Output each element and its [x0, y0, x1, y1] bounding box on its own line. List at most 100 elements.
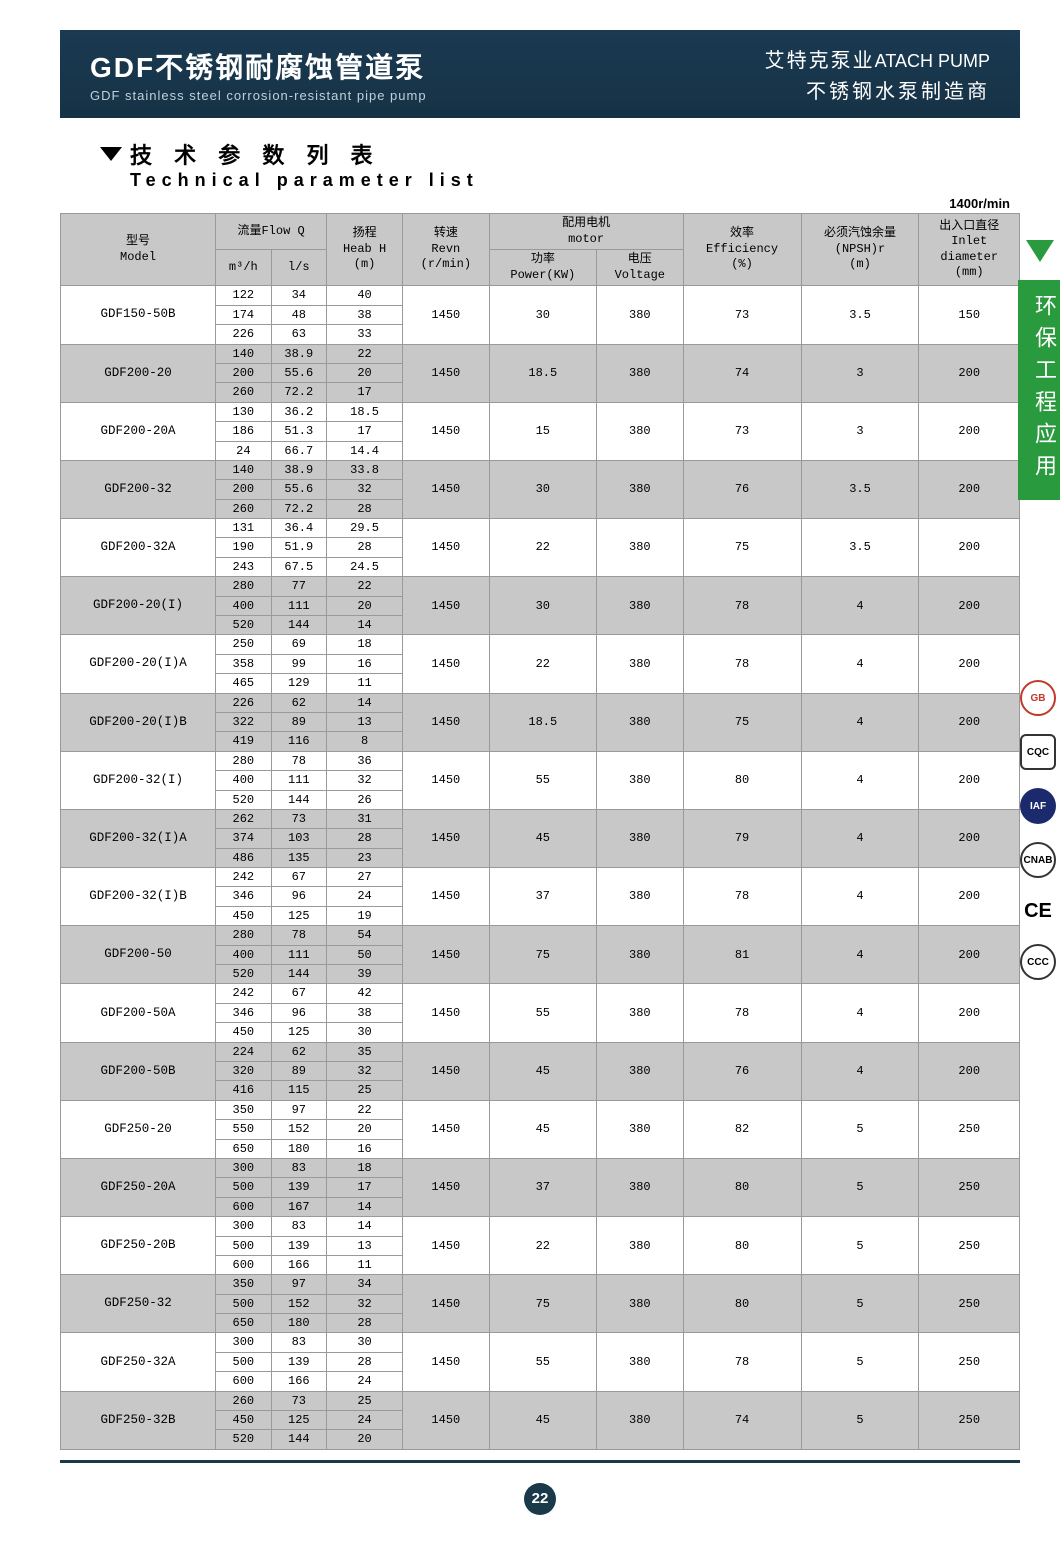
cell-npsh: 3 — [801, 402, 919, 460]
cell-ls: 97 — [271, 1275, 326, 1294]
cell-power: 45 — [489, 809, 596, 867]
cell-voltage: 380 — [597, 1333, 684, 1391]
cell-eff: 78 — [683, 1333, 801, 1391]
cell-ls: 36.2 — [271, 402, 326, 421]
cell-power: 18.5 — [489, 693, 596, 751]
cell-head: 20 — [327, 1120, 403, 1139]
cell-ls: 180 — [271, 1314, 326, 1333]
cell-power: 45 — [489, 1391, 596, 1449]
cell-m3h: 600 — [216, 1372, 271, 1391]
cell-power: 55 — [489, 984, 596, 1042]
th-inlet: 出入口直径 Inlet diameter (mm) — [919, 214, 1020, 286]
cell-head: 26 — [327, 790, 403, 809]
cell-head: 24 — [327, 887, 403, 906]
cell-ls: 72.2 — [271, 499, 326, 518]
cell-model: GDF200-20(I)B — [61, 693, 216, 751]
cell-ls: 62 — [271, 693, 326, 712]
cell-head: 13 — [327, 1236, 403, 1255]
cell-voltage: 380 — [597, 1158, 684, 1216]
table-row: GDF200-20A13036.218.5145015380733200 — [61, 402, 1020, 421]
cell-m3h: 322 — [216, 712, 271, 731]
cell-m3h: 600 — [216, 1197, 271, 1216]
cell-m3h: 520 — [216, 616, 271, 635]
cell-revn: 1450 — [403, 402, 490, 460]
cell-power: 55 — [489, 1333, 596, 1391]
cell-voltage: 380 — [597, 1042, 684, 1100]
th-model: 型号 Model — [61, 214, 216, 286]
cell-m3h: 520 — [216, 965, 271, 984]
cell-npsh: 4 — [801, 868, 919, 926]
cell-m3h: 450 — [216, 1411, 271, 1430]
cell-inlet: 200 — [919, 1042, 1020, 1100]
cell-ls: 67.5 — [271, 557, 326, 576]
cell-npsh: 5 — [801, 1275, 919, 1333]
cell-ls: 96 — [271, 1003, 326, 1022]
cell-m3h: 300 — [216, 1217, 271, 1236]
cell-ls: 51.9 — [271, 538, 326, 557]
side-tab: 环保工程应用 — [1018, 280, 1060, 500]
cell-m3h: 131 — [216, 519, 271, 538]
cell-eff: 75 — [683, 693, 801, 751]
cell-head: 11 — [327, 674, 403, 693]
cell-head: 32 — [327, 480, 403, 499]
cell-ls: 69 — [271, 635, 326, 654]
cell-npsh: 3.5 — [801, 519, 919, 577]
cell-m3h: 400 — [216, 771, 271, 790]
cell-revn: 1450 — [403, 1158, 490, 1216]
cell-voltage: 380 — [597, 519, 684, 577]
cell-m3h: 260 — [216, 499, 271, 518]
cell-head: 20 — [327, 1430, 403, 1449]
cell-npsh: 4 — [801, 635, 919, 693]
spec-table: 型号 Model 流量Flow Q 扬程 Heab H (m) 转速 Revn … — [60, 213, 1020, 1450]
cell-head: 20 — [327, 596, 403, 615]
cell-npsh: 4 — [801, 1042, 919, 1100]
cell-head: 30 — [327, 1333, 403, 1352]
table-row: GDF200-3214038.933.8145030380763.5200 — [61, 460, 1020, 479]
cell-eff: 73 — [683, 286, 801, 344]
cell-revn: 1450 — [403, 1391, 490, 1449]
cell-head: 54 — [327, 926, 403, 945]
cell-ls: 73 — [271, 1391, 326, 1410]
cell-head: 35 — [327, 1042, 403, 1061]
cell-inlet: 250 — [919, 1275, 1020, 1333]
side-arrow-icon — [1026, 240, 1054, 262]
th-eff: 效率 Efficiency (%) — [683, 214, 801, 286]
cell-ls: 144 — [271, 616, 326, 635]
cell-ls: 180 — [271, 1139, 326, 1158]
cell-npsh: 4 — [801, 809, 919, 867]
header-bar: GDF不锈钢耐腐蚀管道泵 GDF stainless steel corrosi… — [60, 30, 1020, 118]
cell-npsh: 4 — [801, 984, 919, 1042]
cell-head: 34 — [327, 1275, 403, 1294]
cell-m3h: 550 — [216, 1120, 271, 1139]
cell-model: GDF200-32 — [61, 460, 216, 518]
cell-ls: 97 — [271, 1100, 326, 1119]
cell-head: 30 — [327, 1023, 403, 1042]
cell-inlet: 200 — [919, 984, 1020, 1042]
table-row: GDF250-32B2607325145045380745250 — [61, 1391, 1020, 1410]
cell-m3h: 600 — [216, 1255, 271, 1274]
cell-m3h: 350 — [216, 1275, 271, 1294]
cell-head: 38 — [327, 305, 403, 324]
cell-power: 30 — [489, 460, 596, 518]
cell-m3h: 24 — [216, 441, 271, 460]
cell-ls: 111 — [271, 596, 326, 615]
cell-voltage: 380 — [597, 1391, 684, 1449]
cell-ls: 67 — [271, 984, 326, 1003]
cell-m3h: 190 — [216, 538, 271, 557]
cell-head: 50 — [327, 945, 403, 964]
table-row: GDF200-2014038.922145018.5380743200 — [61, 344, 1020, 363]
cell-ls: 111 — [271, 771, 326, 790]
header-brand-cn: 艾特克泵业 — [765, 50, 875, 72]
cell-m3h: 174 — [216, 305, 271, 324]
cell-m3h: 374 — [216, 829, 271, 848]
cell-revn: 1450 — [403, 984, 490, 1042]
cell-ls: 152 — [271, 1120, 326, 1139]
cell-power: 75 — [489, 1275, 596, 1333]
cell-inlet: 200 — [919, 344, 1020, 402]
cell-npsh: 3.5 — [801, 460, 919, 518]
cell-inlet: 200 — [919, 402, 1020, 460]
cell-m3h: 450 — [216, 906, 271, 925]
table-row: GDF250-20B3008314145022380805250 — [61, 1217, 1020, 1236]
cell-head: 18.5 — [327, 402, 403, 421]
cell-inlet: 200 — [919, 577, 1020, 635]
